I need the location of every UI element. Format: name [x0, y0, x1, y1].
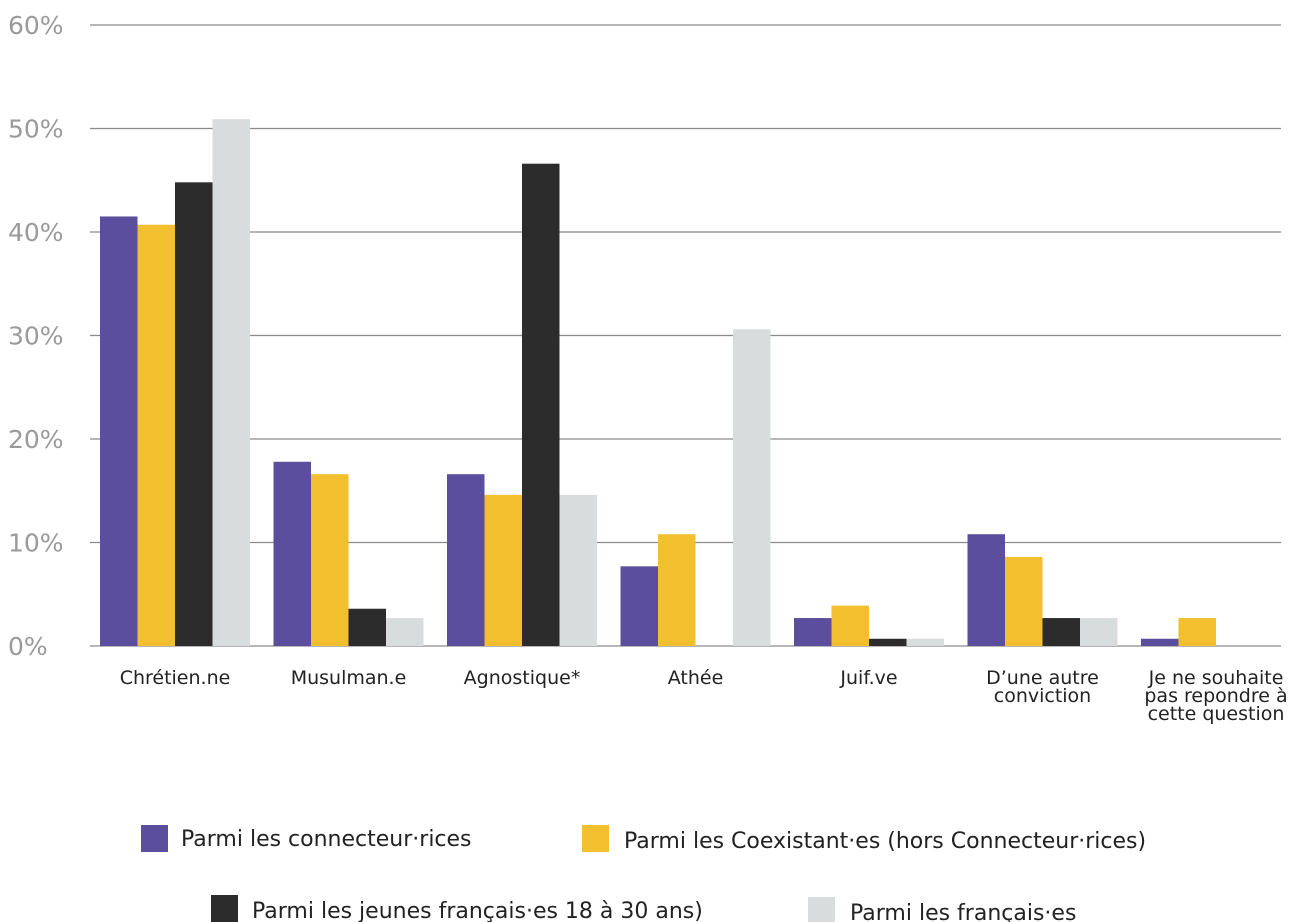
- x-tick-label: Agnostique*: [464, 667, 581, 689]
- y-tick-label: 60%: [8, 11, 64, 40]
- bar: [869, 638, 907, 646]
- y-tick-label: 30%: [8, 322, 64, 351]
- bar: [620, 566, 658, 646]
- bar: [348, 608, 386, 646]
- y-tick-label: 20%: [8, 425, 64, 454]
- legend-label: Parmi les Coexistant·es (hors Connecteur…: [624, 829, 1146, 854]
- x-tick-label: D’une autre conviction: [986, 667, 1099, 707]
- bar: [1042, 618, 1080, 646]
- x-tick-label: Chrétien.ne: [120, 667, 231, 689]
- bar: [212, 119, 250, 646]
- bar: [831, 605, 869, 646]
- x-tick-label: Je ne souhaite pas repondre à cette questi…: [1144, 667, 1287, 725]
- bar: [967, 534, 1005, 646]
- bar: [1080, 618, 1118, 646]
- legend-label: Parmi les connecteur·rices: [181, 827, 472, 852]
- legend: Parmi les connecteur·rices Parmi les Coex…: [141, 825, 1146, 922]
- bar: [733, 329, 771, 646]
- legend-label: Parmi les français·es: [850, 901, 1076, 922]
- legend-swatch: [808, 897, 835, 922]
- y-tick-label: 0%: [8, 632, 48, 661]
- bar: [311, 474, 349, 646]
- bar: [794, 618, 832, 646]
- y-tick-label: 10%: [8, 529, 64, 558]
- bar: [906, 638, 944, 646]
- bar: [559, 494, 597, 646]
- bar: [484, 494, 522, 646]
- bar: [1141, 638, 1179, 646]
- bar: [100, 216, 138, 646]
- bar: [137, 224, 175, 646]
- bar: [447, 474, 485, 646]
- x-tick-label: Musulman.e: [291, 667, 407, 689]
- y-axis-ticks: 0% 10% 20% 30% 40% 50% 60%: [8, 11, 64, 661]
- y-tick-label: 50%: [8, 115, 64, 144]
- x-axis-ticks: Chrétien.ne Musulman.e Agnostique* Athée Jui…: [120, 667, 1288, 725]
- bar: [1005, 556, 1043, 646]
- legend-swatch: [141, 825, 168, 852]
- legend-label: Parmi les jeunes français·es 18 à 30 ans…: [252, 899, 703, 922]
- bar: [386, 618, 424, 646]
- bars: [100, 119, 1216, 646]
- x-tick-label: Juif.ve: [839, 667, 897, 689]
- y-tick-label: 40%: [8, 218, 64, 247]
- bar: [522, 163, 560, 646]
- bar: [1178, 618, 1216, 646]
- bar: [175, 182, 213, 646]
- legend-swatch: [211, 895, 238, 922]
- legend-swatch: [582, 825, 609, 852]
- bar: [658, 534, 696, 646]
- x-tick-label: Athée: [668, 667, 724, 689]
- bar: [273, 461, 311, 646]
